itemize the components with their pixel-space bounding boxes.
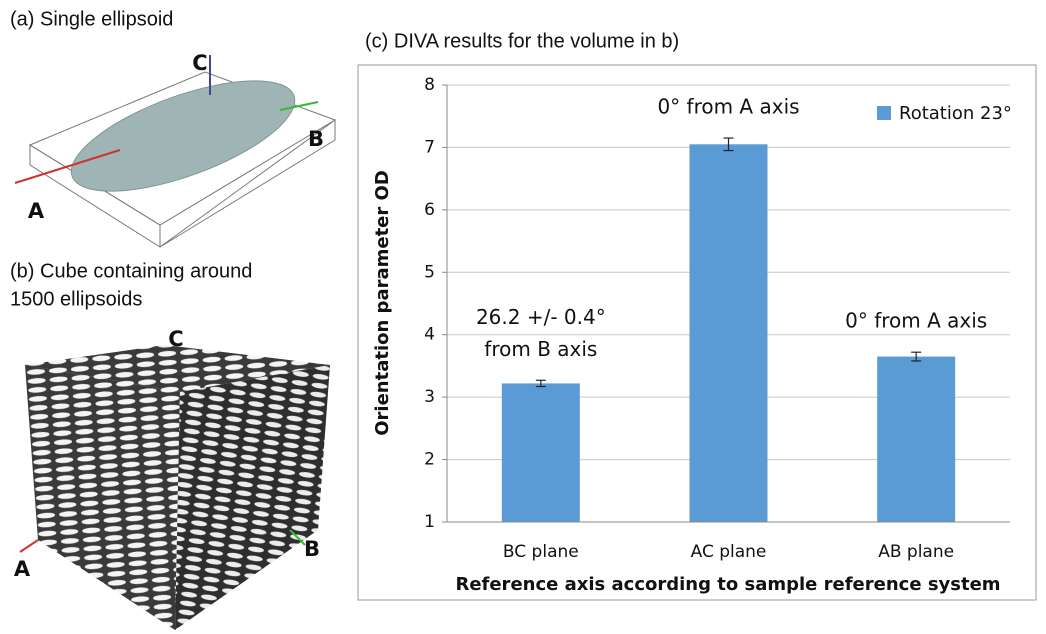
annotation: 0° from A axis	[845, 309, 987, 333]
y-tick-label: 5	[424, 262, 435, 282]
x-axis-title: Reference axis according to sample refer…	[455, 574, 1000, 595]
axis-label: B	[308, 127, 324, 151]
panel-title: (a) Single ellipsoid	[10, 8, 173, 30]
axis-label: C	[168, 327, 183, 351]
annotation: from B axis	[484, 337, 597, 361]
bar	[690, 144, 768, 522]
annotation: 0° from A axis	[657, 95, 799, 119]
bar	[877, 357, 955, 522]
panel-title: (b) Cube containing around	[10, 260, 252, 282]
axis-label: B	[304, 537, 320, 561]
legend-label: Rotation 23°	[899, 103, 1012, 124]
chart-title: (c) DIVA results for the volume in b)	[365, 30, 679, 52]
x-tick-label: BC plane	[503, 542, 579, 562]
axis-label: A	[28, 199, 45, 223]
legend-swatch	[877, 106, 891, 120]
y-tick-label: 2	[424, 450, 435, 470]
figure: (a) Single ellipsoid C B A (b) Cube cont…	[0, 0, 1046, 634]
x-tick-label: AC plane	[691, 542, 767, 562]
axis-label: C	[192, 51, 207, 75]
y-tick-label: 4	[424, 325, 435, 345]
y-axis-title: Orientation parameter OD	[372, 170, 393, 436]
x-tick-label: AB plane	[878, 542, 954, 562]
cube-illustration	[20, 345, 330, 630]
y-tick-label: 7	[424, 137, 435, 157]
axis-label: A	[14, 557, 31, 581]
bar	[502, 383, 580, 522]
y-tick-label: 8	[424, 75, 435, 95]
annotation: 26.2 +/- 0.4°	[476, 305, 606, 329]
panel-title: 1500 ellipsoids	[10, 288, 142, 310]
y-tick-label: 6	[424, 200, 435, 220]
y-tick-label: 1	[424, 512, 435, 532]
y-tick-label: 3	[424, 387, 435, 407]
ellipsoid-illustration	[15, 55, 335, 247]
